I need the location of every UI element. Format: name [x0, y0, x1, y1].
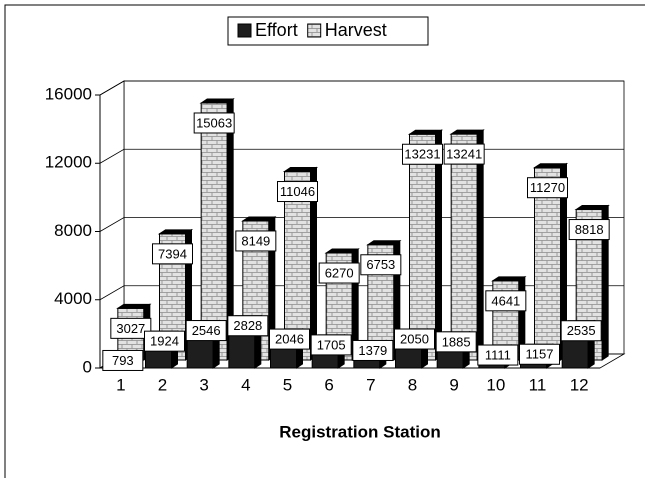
harvest-bar-group — [532, 162, 569, 361]
y-tick-label: 0 — [83, 357, 92, 376]
grid-line — [99, 80, 624, 96]
value-label: 8149 — [241, 233, 270, 248]
value-label-box — [310, 334, 352, 356]
x-tick-label: 3 — [199, 375, 208, 394]
x-tick-label: 7 — [366, 375, 375, 394]
value-label-box — [568, 219, 610, 241]
value-label: 1111 — [485, 347, 511, 362]
value-label-box — [185, 320, 227, 342]
value-label-box — [152, 243, 193, 265]
legend-swatch — [307, 23, 322, 38]
value-label: 2546 — [192, 323, 221, 338]
value-label-box — [235, 230, 277, 252]
value-label-box — [435, 331, 477, 353]
value-label-box — [193, 112, 235, 134]
x-tick-label: 2 — [158, 375, 167, 394]
value-label-box — [527, 177, 568, 199]
x-tick-label: 6 — [324, 375, 333, 394]
value-label-box — [360, 254, 402, 276]
x-tick-label: 1 — [116, 375, 125, 394]
x-tick-label: 12 — [570, 375, 589, 394]
value-label: 793 — [112, 353, 134, 368]
value-label: 11046 — [280, 184, 315, 199]
value-label-box — [519, 343, 560, 365]
value-label-box — [402, 143, 443, 165]
value-label-box — [277, 181, 318, 203]
value-label: 1924 — [150, 334, 179, 349]
value-label: 1705 — [317, 337, 346, 352]
y-tick-label: 8000 — [54, 221, 92, 240]
value-label: 1379 — [358, 343, 387, 358]
value-label: 1157 — [526, 347, 554, 362]
value-label-box — [102, 349, 144, 371]
harvest-bar — [200, 102, 228, 361]
value-label: 13231 — [404, 147, 440, 162]
harvest-bar-group — [449, 129, 485, 361]
x-tick-label: 11 — [529, 375, 547, 394]
value-label: 6753 — [366, 257, 395, 272]
value-label-box — [485, 290, 527, 312]
y-tick-label: 12000 — [45, 153, 92, 172]
legend-label: Effort — [255, 20, 298, 40]
value-label-box — [394, 328, 435, 350]
value-label: 2828 — [233, 318, 262, 333]
legend: Effort Harvest — [227, 16, 429, 46]
value-label: 2046 — [275, 332, 304, 347]
value-label: 13241 — [446, 147, 482, 162]
harvest-bar-group — [282, 166, 319, 361]
harvest-bar-side — [601, 204, 609, 361]
harvest-bar — [534, 167, 561, 361]
value-label-box — [110, 317, 152, 339]
legend-box — [227, 16, 429, 46]
value-label: 8818 — [575, 222, 604, 237]
value-label: 1885 — [442, 334, 471, 349]
y-tick-label: 4000 — [54, 289, 92, 308]
value-label: 2050 — [400, 331, 429, 346]
harvest-bar — [450, 133, 478, 361]
frame — [4, 4, 645, 478]
x-tick-label: 5 — [283, 375, 292, 394]
legend-label: Harvest — [325, 20, 387, 40]
value-label: 4641 — [491, 293, 520, 308]
value-label-box — [560, 320, 602, 342]
value-label: 2535 — [567, 323, 596, 338]
value-label: 6270 — [325, 265, 354, 280]
x-tick-label: 8 — [408, 375, 417, 394]
value-label-box — [269, 328, 310, 350]
value-label-box — [477, 344, 519, 366]
value-label-box — [318, 262, 360, 284]
value-label-box — [144, 330, 185, 352]
x-tick-label: 10 — [486, 375, 505, 394]
value-label: 11270 — [530, 180, 565, 195]
y-tick-label: 16000 — [45, 84, 92, 103]
x-axis-label: Registration Station — [279, 422, 441, 441]
value-label-box — [352, 339, 394, 361]
harvest-bar-group — [199, 98, 235, 361]
value-label: 15063 — [196, 115, 232, 130]
legend-swatch — [237, 23, 252, 38]
harvest-bar — [284, 171, 311, 361]
value-label: 3027 — [116, 321, 145, 336]
value-label-box — [443, 143, 485, 165]
value-label-box — [227, 315, 269, 337]
value-label: 7394 — [158, 246, 187, 261]
x-tick-label: 4 — [241, 375, 250, 394]
x-tick-label: 9 — [449, 375, 458, 394]
harvest-bar — [409, 133, 436, 361]
